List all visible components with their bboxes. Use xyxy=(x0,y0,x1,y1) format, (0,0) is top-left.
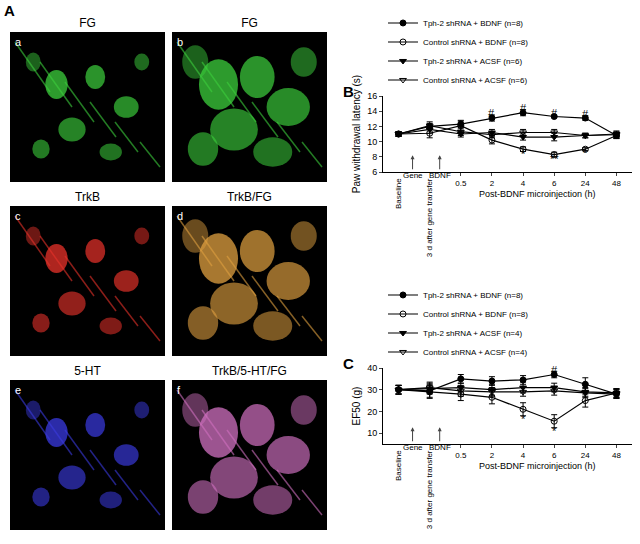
svg-text:4: 4 xyxy=(521,451,526,460)
svg-text:*: * xyxy=(552,425,557,437)
svg-text:*: * xyxy=(521,148,526,160)
svg-text:*: * xyxy=(583,147,588,159)
svg-text:b: b xyxy=(177,36,183,48)
svg-text:TrkB: TrkB xyxy=(75,190,100,204)
svg-text:BDNF: BDNF xyxy=(429,443,451,452)
svg-text:TrkB/5-HT/FG: TrkB/5-HT/FG xyxy=(212,364,287,378)
svg-text:e: e xyxy=(15,384,21,396)
svg-text:3 d after gene transfer: 3 d after gene transfer xyxy=(425,450,434,529)
svg-text:FG: FG xyxy=(241,16,258,30)
svg-text:2: 2 xyxy=(490,179,495,188)
svg-text:Control shRNA + BDNF (n=8): Control shRNA + BDNF (n=8) xyxy=(423,38,528,47)
svg-text:Tph-2 shRNA + BDNF (n=8): Tph-2 shRNA + BDNF (n=8) xyxy=(423,291,523,300)
svg-text:24: 24 xyxy=(581,179,590,188)
svg-text:Gene: Gene xyxy=(403,443,423,452)
svg-text:20: 20 xyxy=(367,407,377,417)
svg-text:10: 10 xyxy=(367,428,377,438)
svg-text:BDNF: BDNF xyxy=(429,171,451,180)
svg-text:Tph-2 shRNA + ACSF (n=4): Tph-2 shRNA + ACSF (n=4) xyxy=(423,329,522,338)
svg-text:A: A xyxy=(4,2,15,19)
svg-text:d: d xyxy=(177,210,183,222)
svg-text:30: 30 xyxy=(367,385,377,395)
svg-text:10: 10 xyxy=(367,137,377,147)
svg-text:Baseline: Baseline xyxy=(394,450,403,481)
svg-text:16: 16 xyxy=(367,91,377,101)
svg-text:#: # xyxy=(551,107,558,119)
svg-text:Tph-2 shRNA + ACSF (n=6): Tph-2 shRNA + ACSF (n=6) xyxy=(423,57,522,66)
svg-text:0.5: 0.5 xyxy=(455,451,467,460)
svg-text:#: # xyxy=(582,108,589,120)
svg-text:2: 2 xyxy=(490,451,495,460)
svg-text:#: # xyxy=(488,107,495,119)
svg-text:f: f xyxy=(177,384,181,396)
svg-text:a: a xyxy=(15,36,22,48)
svg-text:Tph-2 shRNA + BDNF (n=8): Tph-2 shRNA + BDNF (n=8) xyxy=(423,19,523,28)
svg-text:*: * xyxy=(521,413,526,425)
svg-text:Paw withdrawal latency (s): Paw withdrawal latency (s) xyxy=(351,75,362,193)
svg-text:**: ** xyxy=(550,153,559,165)
svg-text:FG: FG xyxy=(79,16,96,30)
svg-text:Control shRNA + ACSF (n=6): Control shRNA + ACSF (n=6) xyxy=(423,76,527,85)
svg-text:Post-BDNF microinjection (h): Post-BDNF microinjection (h) xyxy=(479,461,596,471)
svg-text:#: # xyxy=(520,102,527,114)
svg-text:6: 6 xyxy=(372,167,377,177)
svg-text:TrkB/FG: TrkB/FG xyxy=(227,190,272,204)
svg-text:Control shRNA + BDNF (n=8): Control shRNA + BDNF (n=8) xyxy=(423,310,528,319)
svg-text:5-HT: 5-HT xyxy=(74,364,101,378)
svg-text:48: 48 xyxy=(612,451,621,460)
svg-text:0.5: 0.5 xyxy=(455,179,467,188)
svg-text:EF50 (g): EF50 (g) xyxy=(351,387,362,426)
svg-text:6: 6 xyxy=(552,179,557,188)
svg-text:24: 24 xyxy=(581,451,590,460)
svg-text:B: B xyxy=(343,83,354,100)
svg-text:C: C xyxy=(343,355,354,372)
svg-text:48: 48 xyxy=(612,179,621,188)
svg-text:12: 12 xyxy=(367,122,377,132)
svg-text:8: 8 xyxy=(372,152,377,162)
svg-text:c: c xyxy=(15,210,21,222)
svg-text:4: 4 xyxy=(521,179,526,188)
svg-text:Control shRNA + ACSF (n=4): Control shRNA + ACSF (n=4) xyxy=(423,348,527,357)
svg-text:3 d after gene transfer: 3 d after gene transfer xyxy=(425,178,434,257)
svg-text:40: 40 xyxy=(367,363,377,373)
svg-text:Post-BDNF microinjection (h): Post-BDNF microinjection (h) xyxy=(479,189,596,199)
svg-text:#: # xyxy=(551,364,558,376)
svg-text:14: 14 xyxy=(367,106,377,116)
svg-text:6: 6 xyxy=(552,451,557,460)
svg-text:Baseline: Baseline xyxy=(394,178,403,209)
svg-text:Gene: Gene xyxy=(403,171,423,180)
